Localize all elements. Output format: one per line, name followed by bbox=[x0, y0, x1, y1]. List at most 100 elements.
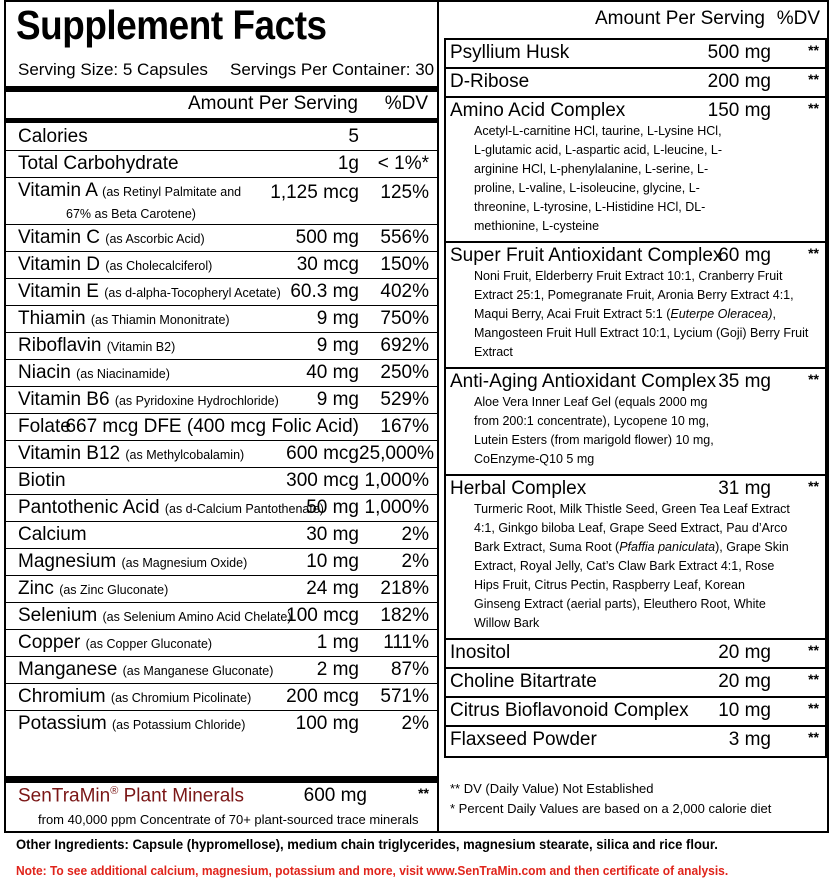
nutrient-name: Vitamin A bbox=[18, 180, 97, 201]
nutrient-dv: 250% bbox=[380, 362, 429, 383]
description-text: Noni Fruit, Elderberry Fruit Extract 10:… bbox=[474, 269, 794, 321]
nutrient-name: Vitamin B6 bbox=[18, 389, 110, 410]
nutrient-row: Vitamin D (as Cholecalciferol) 30 mcg 150% bbox=[6, 252, 437, 279]
ingredient-name: Herbal Complex bbox=[450, 478, 587, 499]
ingredient-line: Psyllium Husk 500 mg ** bbox=[450, 42, 825, 64]
featured-name-cell: SenTraMin® Plant Minerals bbox=[18, 785, 300, 807]
ingredient-name: D-Ribose bbox=[450, 71, 530, 92]
dv-header: %DV bbox=[384, 93, 428, 114]
nutrient-row: Zinc (as Zinc Gluconate) 24 mg 218% bbox=[6, 576, 437, 603]
nutrient-source: (as Niacinamide) bbox=[76, 367, 170, 381]
nutrient-row: Total Carbohydrate 1g < 1%* bbox=[6, 151, 437, 178]
ingredient-name: Amino Acid Complex bbox=[450, 100, 626, 121]
divider bbox=[6, 86, 437, 92]
divider bbox=[6, 776, 437, 783]
ingredient-row: Inositol 20 mg ** bbox=[446, 640, 825, 669]
ingredient-dv: ** bbox=[808, 71, 819, 87]
ingredient-dv: ** bbox=[808, 642, 819, 658]
nutrient-dv: 556% bbox=[380, 227, 429, 248]
ingredient-line: Citrus Bioflavonoid Complex 10 mg ** bbox=[450, 700, 825, 722]
nutrient-row: Calories 5 bbox=[6, 124, 437, 151]
ingredient-amount: 31 mg bbox=[718, 478, 771, 499]
nutrient-amount: 100 mcg bbox=[286, 605, 359, 626]
ingredient-line: Inositol 20 mg ** bbox=[450, 642, 825, 664]
left-panel bbox=[4, 0, 439, 833]
ingredient-description: Acetyl-L-carnitine HCl, taurine, L-Lysin… bbox=[474, 122, 736, 241]
nutrient-dv: 692% bbox=[380, 335, 429, 356]
nutrient-source: (as Ascorbic Acid) bbox=[105, 232, 205, 246]
footnotes: ** DV (Daily Value) Not Established * Per… bbox=[450, 779, 771, 819]
nutrient-name: Thiamin bbox=[18, 308, 86, 329]
nutrient-amount: 30 mg bbox=[306, 524, 359, 545]
nutrient-dv: 2% bbox=[401, 713, 429, 734]
nutrient-dv: 750% bbox=[380, 308, 429, 329]
nutrient-amount: 9 mg bbox=[316, 308, 359, 329]
nutrient-dv: 1,000% bbox=[364, 470, 429, 491]
ingredient-description: Noni Fruit, Elderberry Fruit Extract 10:… bbox=[474, 267, 809, 367]
nutrient-source: (as Pyridoxine Hydrochloride) bbox=[114, 394, 279, 408]
ingredient-name: Choline Bitartrate bbox=[450, 671, 597, 692]
nutrient-row: Vitamin C (as Ascorbic Acid) 500 mg 556% bbox=[6, 225, 437, 252]
nutrient-name-cell: Riboflavin (Vitamin B2) bbox=[18, 335, 313, 357]
nutrient-source: (as d-Calcium Pantothenate) bbox=[164, 502, 324, 516]
nutrient-source: (as Cholecalciferol) bbox=[105, 259, 213, 273]
nutrient-name-cell: Biotin bbox=[18, 470, 282, 492]
nutrient-row: Vitamin E (as d-alpha-Tocopheryl Acetate… bbox=[6, 279, 437, 306]
nutrient-name-cell: Thiamin (as Thiamin Mononitrate) bbox=[18, 308, 313, 330]
ingredient-name: Citrus Bioflavonoid Complex bbox=[450, 700, 689, 721]
ingredient-dv: ** bbox=[808, 42, 819, 58]
description-text: Pfaffia paniculata bbox=[619, 540, 716, 554]
left-table: Calories 5 Total Carbohydrate 1g < 1%* Vitami… bbox=[6, 124, 437, 738]
nutrient-source: (as Magnesium Oxide) bbox=[121, 556, 248, 570]
nutrient-name: Potassium bbox=[18, 713, 107, 734]
other-ingredients: Other Ingredients: Capsule (hypromellose… bbox=[16, 836, 718, 852]
nutrient-dv: 2% bbox=[401, 551, 429, 572]
nutrient-name: Total Carbohydrate bbox=[18, 153, 179, 174]
nutrient-source: (as Manganese Gluconate) bbox=[122, 664, 274, 678]
nutrient-row: Biotin 300 mcg 1,000% bbox=[6, 468, 437, 495]
outer-frame bbox=[4, 0, 829, 833]
nutrient-amount: 50 mg bbox=[306, 497, 359, 518]
description-text: Euterpe Oleracea) bbox=[670, 307, 773, 321]
nutrient-dv: 1,000% bbox=[364, 497, 429, 518]
nutrient-source: (as Potassium Chloride) bbox=[111, 718, 246, 732]
nutrient-name-cell: Folate bbox=[18, 416, 71, 438]
nutrient-amount: 1 mg bbox=[316, 632, 359, 653]
ingredient-row: Psyllium Husk 500 mg ** bbox=[446, 40, 825, 69]
nutrient-name: Riboflavin bbox=[18, 335, 102, 356]
ingredient-row: D-Ribose 200 mg ** bbox=[446, 69, 825, 98]
nutrient-name: Copper bbox=[18, 632, 81, 653]
ingredient-dv: ** bbox=[808, 729, 819, 745]
nutrient-name-cell: Zinc (as Zinc Gluconate) bbox=[18, 578, 302, 600]
nutrient-dv: 25,000% bbox=[359, 443, 435, 464]
ingredient-amount: 20 mg bbox=[718, 671, 771, 692]
featured-name: SenTraMin bbox=[18, 785, 111, 807]
nutrient-row: Vitamin B12 (as Methylcobalamin) 600 mcg 2… bbox=[6, 441, 437, 468]
nutrient-row: Niacin (as Niacinamide) 40 mg 250% bbox=[6, 360, 437, 387]
description-text: , Mangosteen Fruit Hull Extract 10:1, Ly… bbox=[474, 307, 809, 359]
nutrient-name: Vitamin D bbox=[18, 254, 101, 275]
ingredient-dv: ** bbox=[808, 100, 819, 116]
nutrient-name-cell: Vitamin E (as d-alpha-Tocopheryl Acetate… bbox=[18, 281, 286, 303]
nutrient-amount: 667 mcg DFE (400 mcg Folic Acid) bbox=[65, 416, 359, 437]
nutrient-name-cell: Vitamin B6 (as Pyridoxine Hydrochloride) bbox=[18, 389, 313, 411]
ingredient-row: Anti-Aging Antioxidant Complex 35 mg ** Alo… bbox=[446, 369, 825, 476]
nutrient-name: Calcium bbox=[18, 524, 87, 545]
ingredient-description: Aloe Vera Inner Leaf Gel (equals 2000 mg… bbox=[474, 393, 724, 474]
ingredient-row: Citrus Bioflavonoid Complex 10 mg ** bbox=[446, 698, 825, 727]
nutrient-amount: 24 mg bbox=[306, 578, 359, 599]
nutrient-name-cell: Copper (as Copper Gluconate) bbox=[18, 632, 313, 654]
nutrient-row: Magnesium (as Magnesium Oxide) 10 mg 2% bbox=[6, 549, 437, 576]
description-text: Turmeric Root, Milk Thistle Seed, Green … bbox=[474, 502, 790, 554]
nutrient-dv: 402% bbox=[380, 281, 429, 302]
featured-name-suffix: Plant Minerals bbox=[123, 785, 244, 807]
nutrient-name: Selenium bbox=[18, 605, 98, 626]
nutrient-source: (as d-alpha-Tocopheryl Acetate) bbox=[104, 286, 281, 300]
ingredient-dv: ** bbox=[808, 478, 819, 494]
ingredient-line: Amino Acid Complex 150 mg ** bbox=[450, 100, 825, 122]
nutrient-name: Niacin bbox=[18, 362, 71, 383]
featured-row: SenTraMin® Plant Minerals 600 mg ** bbox=[6, 785, 437, 807]
ingredient-line: Herbal Complex 31 mg ** bbox=[450, 478, 825, 500]
footnote: * Percent Daily Values are based on a 2,… bbox=[450, 801, 772, 816]
